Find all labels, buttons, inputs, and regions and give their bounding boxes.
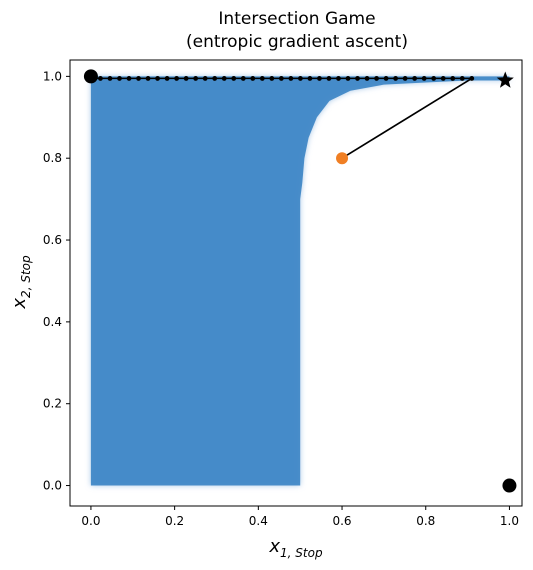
y-axis-label-main: x bbox=[9, 298, 30, 310]
trajectory-point bbox=[450, 76, 456, 81]
x-axis-label-sub: 1, Stop bbox=[280, 546, 323, 560]
y-axis-label: x2, Stop bbox=[9, 255, 33, 310]
plot-area bbox=[83, 69, 517, 493]
trajectory-point bbox=[155, 76, 160, 81]
y-tick-label: 0.0 bbox=[43, 479, 62, 493]
x-axis-label-main: x bbox=[268, 536, 280, 557]
trajectory-point bbox=[412, 76, 418, 81]
trajectory-point bbox=[383, 76, 389, 81]
markers bbox=[83, 69, 517, 493]
trajectory-point bbox=[259, 76, 265, 81]
x-axis-label: x1, Stop bbox=[268, 536, 323, 560]
trajectory-point bbox=[393, 76, 399, 81]
chart-subtitle: (entropic gradient ascent) bbox=[186, 32, 408, 52]
x-tick-label: 1.0 bbox=[500, 514, 519, 528]
trajectory-point bbox=[240, 76, 246, 81]
trajectory-point bbox=[317, 76, 322, 81]
x-tick-label: 0.0 bbox=[81, 514, 100, 528]
marker-start bbox=[336, 152, 349, 165]
trajectory-point bbox=[326, 76, 332, 81]
trajectory-point bbox=[364, 76, 370, 81]
trajectory-point bbox=[288, 76, 294, 81]
y-tick-label: 0.4 bbox=[43, 315, 62, 329]
basin-region bbox=[90, 76, 510, 486]
trajectory-point bbox=[212, 76, 218, 81]
chart-title: Intersection Game bbox=[218, 9, 375, 29]
trajectory-point bbox=[107, 76, 113, 81]
trajectory-point bbox=[164, 76, 170, 81]
marker-end-left bbox=[83, 69, 98, 84]
y-tick-label: 0.6 bbox=[43, 233, 62, 247]
trajectory-point bbox=[374, 76, 379, 81]
trajectory-point bbox=[355, 76, 360, 81]
x-tick-label: 0.2 bbox=[165, 514, 184, 528]
trajectory-point bbox=[183, 76, 189, 81]
trajectory-point bbox=[336, 76, 341, 81]
trajectory-point bbox=[469, 76, 475, 81]
x-ticks: 0.0 0.2 0.4 0.6 0.8 1.0 bbox=[81, 506, 519, 528]
y-tick-label: 0.2 bbox=[43, 397, 62, 411]
x-tick-label: 0.8 bbox=[416, 514, 435, 528]
trajectory-point bbox=[117, 76, 122, 81]
x-tick-label: 0.6 bbox=[332, 514, 351, 528]
trajectory-point bbox=[193, 76, 199, 81]
trajectory-point bbox=[136, 76, 141, 81]
trajectory-point bbox=[307, 76, 313, 81]
trajectory-point bbox=[202, 76, 208, 81]
trajectory-point bbox=[145, 76, 151, 81]
x-tick-label: 0.4 bbox=[249, 514, 268, 528]
trajectory-point bbox=[297, 76, 303, 81]
trajectory-point bbox=[345, 76, 351, 81]
trajectory-point bbox=[459, 76, 465, 81]
trajectory-point bbox=[278, 76, 284, 81]
trajectory-line bbox=[341, 77, 473, 159]
trajectory-point bbox=[98, 76, 103, 81]
y-axis-label-sub: 2, Stop bbox=[19, 255, 33, 298]
plot-frame bbox=[69, 59, 523, 507]
trajectory-point bbox=[231, 76, 237, 81]
trajectory-point bbox=[440, 76, 446, 81]
trajectory-point bbox=[421, 76, 427, 81]
trajectory-point bbox=[126, 76, 132, 81]
trajectory-point bbox=[431, 76, 437, 81]
marker-star bbox=[496, 71, 514, 88]
trajectory-point bbox=[269, 76, 275, 81]
marker-end-right bbox=[502, 478, 517, 493]
trajectory-point bbox=[250, 76, 256, 81]
y-tick-label: 0.8 bbox=[43, 151, 62, 165]
trajectory-point bbox=[221, 76, 227, 81]
y-ticks: 0.0 0.2 0.4 0.6 0.8 1.0 bbox=[43, 69, 70, 493]
trajectory-point bbox=[402, 76, 408, 81]
trajectory-point bbox=[174, 76, 180, 81]
trajectory bbox=[88, 76, 475, 159]
y-tick-label: 1.0 bbox=[43, 69, 62, 83]
